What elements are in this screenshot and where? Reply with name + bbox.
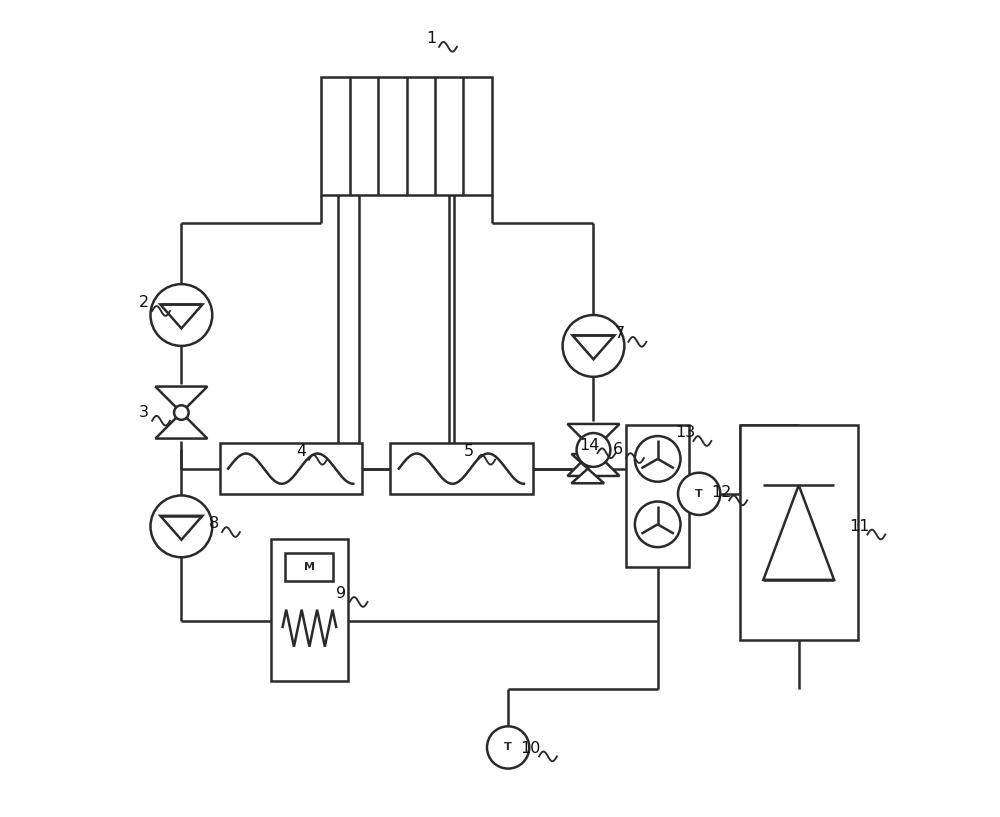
Text: 3: 3 [139, 405, 149, 420]
Polygon shape [160, 516, 202, 540]
Text: 9: 9 [336, 587, 347, 601]
Text: T: T [695, 489, 703, 499]
Text: 7: 7 [615, 326, 625, 342]
Circle shape [174, 405, 189, 420]
Polygon shape [160, 305, 202, 328]
Circle shape [150, 284, 212, 346]
Text: 6: 6 [613, 443, 623, 458]
Circle shape [678, 473, 720, 515]
Polygon shape [572, 336, 614, 359]
Text: 14: 14 [579, 438, 600, 453]
Text: 1: 1 [426, 31, 436, 47]
Circle shape [577, 433, 610, 467]
Polygon shape [572, 454, 604, 469]
Polygon shape [155, 413, 207, 439]
Bar [390, 444, 533, 493]
Text: 5: 5 [464, 444, 474, 459]
Text: 10: 10 [521, 741, 541, 756]
Circle shape [586, 443, 601, 458]
Text: 11: 11 [849, 519, 870, 534]
Polygon shape [567, 450, 619, 476]
Text: T: T [504, 743, 512, 752]
Text: 13: 13 [675, 426, 695, 440]
Text: 2: 2 [139, 295, 149, 310]
Polygon shape [567, 424, 619, 450]
Bar [271, 538, 348, 681]
Text: 4: 4 [296, 444, 306, 459]
Bar [626, 425, 689, 567]
Polygon shape [155, 386, 207, 413]
Bar [740, 425, 858, 641]
Polygon shape [763, 485, 834, 580]
Bar [285, 553, 333, 581]
Circle shape [487, 726, 529, 769]
Text: 12: 12 [711, 484, 731, 500]
Bar [321, 78, 492, 195]
Circle shape [635, 436, 681, 482]
Circle shape [150, 495, 212, 557]
Polygon shape [572, 469, 604, 484]
Bar [220, 444, 362, 493]
Text: M: M [304, 562, 315, 572]
Circle shape [563, 315, 624, 377]
Circle shape [635, 502, 681, 547]
Text: 8: 8 [209, 516, 219, 531]
